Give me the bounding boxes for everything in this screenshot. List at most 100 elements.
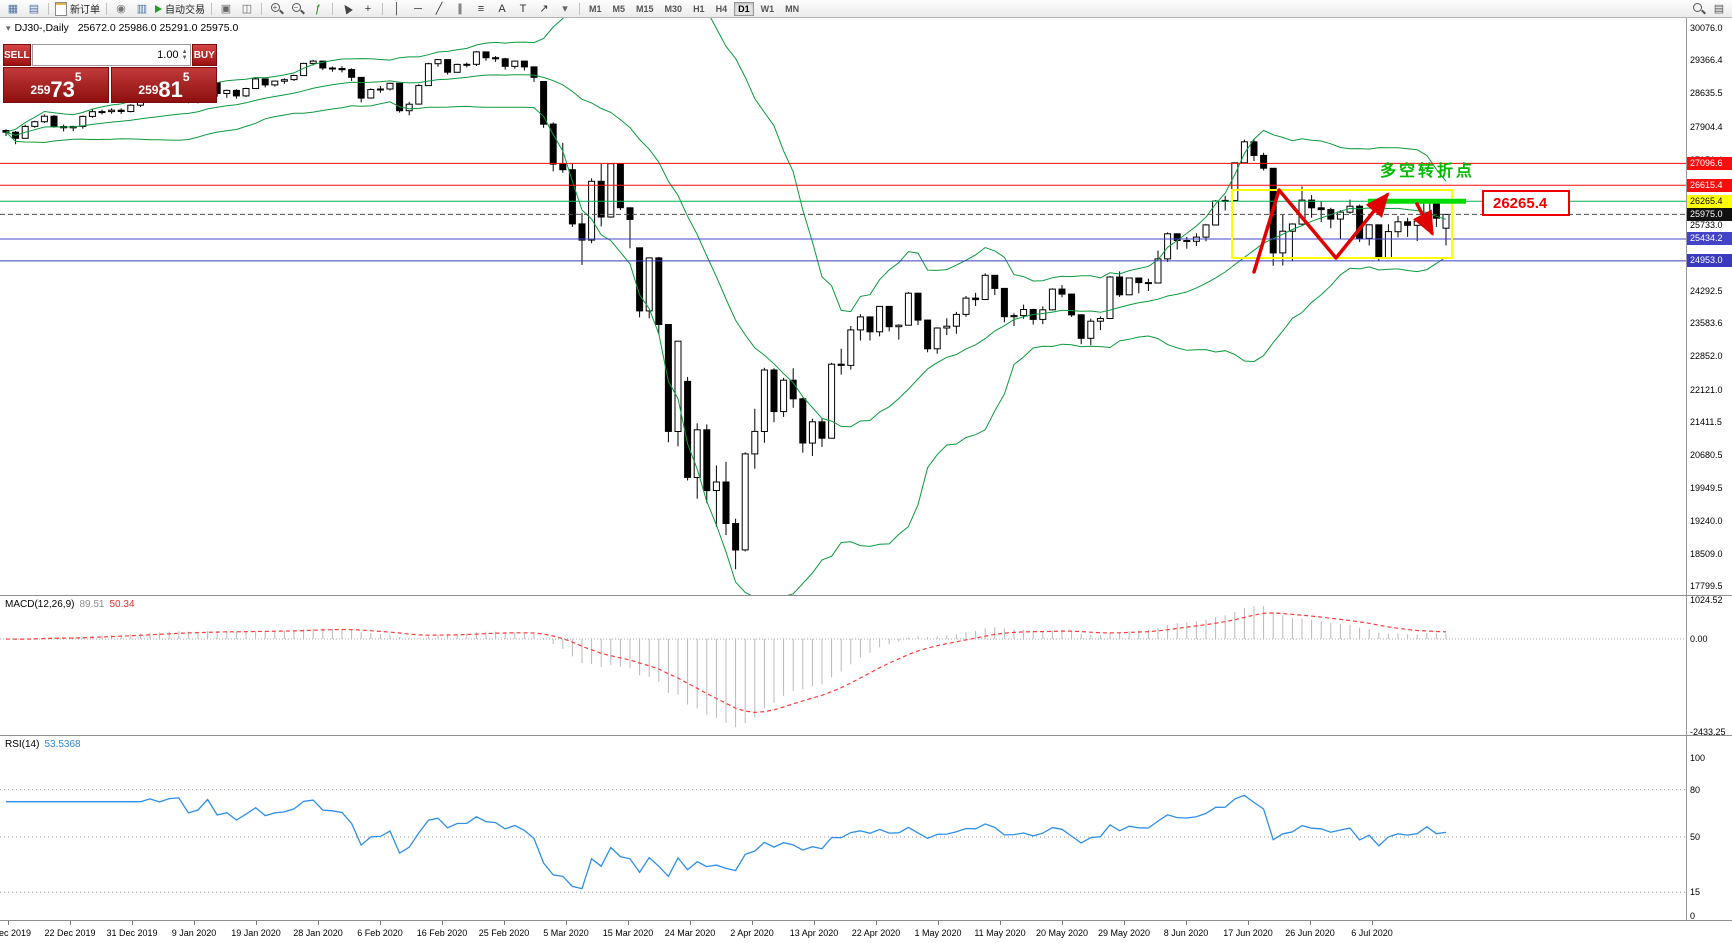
crosshair-icon[interactable]: + bbox=[358, 1, 378, 17]
timeframe-m30-button[interactable]: M30 bbox=[664, 3, 683, 14]
date-tick bbox=[442, 921, 443, 925]
volume-decrease-button[interactable]: ▼ bbox=[181, 55, 188, 61]
current-price-label: 25975.0 bbox=[1687, 207, 1732, 221]
horizontal-line-icon-glyph: ─ bbox=[414, 2, 422, 15]
down-arrow[interactable] bbox=[1413, 202, 1434, 237]
price-tag-box[interactable] bbox=[1482, 190, 1570, 216]
macd-tick: -2433.25 bbox=[1690, 726, 1726, 736]
date-label: 22 Dec 2019 bbox=[44, 928, 96, 938]
arrows-icon[interactable]: ↗ bbox=[534, 1, 554, 17]
buy-button[interactable]: BUY bbox=[191, 44, 217, 66]
price-tick: 28635.5 bbox=[1690, 88, 1723, 99]
buy-price-big: 81 bbox=[158, 77, 183, 102]
date-label: 25 Feb 2020 bbox=[478, 928, 530, 938]
expert-advisor-icon[interactable]: ◉ bbox=[111, 1, 131, 17]
date-label: 20 May 2020 bbox=[1035, 928, 1089, 938]
main-chart-canvas[interactable]: 多空转折点 26265.4 bbox=[0, 18, 1732, 595]
cascade-windows-icon[interactable]: ▣ bbox=[216, 1, 236, 17]
timeframe-m1-button[interactable]: M1 bbox=[589, 3, 602, 14]
timeframe-m15-button[interactable]: M15 bbox=[636, 3, 654, 14]
date-tick bbox=[194, 921, 195, 925]
price-tick: 21411.5 bbox=[1690, 416, 1722, 427]
buy-price-button[interactable]: 259 81 5 bbox=[111, 67, 217, 103]
sell-price-button[interactable]: 259 73 5 bbox=[3, 67, 109, 103]
price-axis-border bbox=[1686, 18, 1687, 595]
new-order-button[interactable]: 新订单 bbox=[53, 1, 102, 17]
rsi-axis-border bbox=[1686, 736, 1687, 921]
label-icon[interactable]: T bbox=[513, 1, 533, 17]
bollinger-upper-band bbox=[5, 18, 1447, 313]
timeframe-m5-button[interactable]: M5 bbox=[612, 3, 626, 14]
zoom-out-icon[interactable]: − bbox=[287, 1, 307, 17]
zigzag-arrows[interactable] bbox=[1252, 188, 1390, 274]
date-label: 6 Jul 2020 bbox=[1351, 928, 1393, 938]
window-list-icon[interactable]: ▤ bbox=[24, 1, 44, 17]
date-tick bbox=[1186, 921, 1187, 925]
rsi-canvas[interactable] bbox=[0, 736, 1732, 921]
date-label: 13 Apr 2020 bbox=[789, 928, 839, 938]
sell-button[interactable]: SELL bbox=[3, 44, 31, 66]
level-price-label: 26615.4 bbox=[1687, 178, 1732, 192]
search-icon[interactable] bbox=[1688, 1, 1708, 17]
timeframe-h1-button[interactable]: H1 bbox=[693, 3, 705, 14]
time-axis[interactable]: 2 Dec 2019 22 Dec 2019 31 Dec 2019 9 Jan 20… bbox=[0, 920, 1732, 943]
macd-tick: 0.00 bbox=[1690, 634, 1708, 644]
date-label: 11 May 2020 bbox=[974, 928, 1026, 938]
date-label: 19 Jan 2020 bbox=[231, 928, 281, 938]
chart-symbol-period: DJ30-,Daily bbox=[14, 22, 69, 34]
turning-point-text[interactable]: 多空转折点 bbox=[1380, 161, 1475, 180]
volume-input[interactable] bbox=[34, 48, 182, 62]
timeframe-mn-button[interactable]: MN bbox=[785, 3, 800, 14]
tile-windows-icon[interactable]: ◫ bbox=[237, 1, 257, 17]
zoom-in-icon: + bbox=[270, 2, 284, 15]
date-label: 17 Jun 2020 bbox=[1223, 928, 1273, 938]
toolbar-separator bbox=[332, 2, 333, 15]
date-tick bbox=[380, 921, 381, 925]
date-tick bbox=[1372, 921, 1373, 925]
level-price-label: 27096.6 bbox=[1687, 156, 1732, 170]
timeframe-d1-button[interactable]: D1 bbox=[734, 1, 754, 16]
text-icon-glyph: A bbox=[498, 2, 506, 15]
channel-icon[interactable]: ∥ bbox=[450, 1, 470, 17]
date-label: 9 Jan 2020 bbox=[171, 928, 217, 938]
date-label: 2 Apr 2020 bbox=[730, 928, 774, 938]
vertical-line-icon[interactable]: │ bbox=[387, 1, 407, 17]
date-label: 28 Jan 2020 bbox=[293, 928, 343, 938]
autotrade-button[interactable]: 自动交易 bbox=[153, 1, 207, 17]
rsi-tick: 15 bbox=[1690, 887, 1701, 898]
arrows-dropdown-icon[interactable]: ▾ bbox=[555, 1, 575, 17]
volume-field[interactable]: ▲ ▼ bbox=[31, 44, 191, 66]
bollinger-bands bbox=[5, 18, 1447, 595]
label-icon-glyph: T bbox=[519, 2, 527, 15]
autotrade-button-glyph bbox=[155, 4, 162, 13]
search-icon bbox=[1692, 2, 1706, 15]
chart-template-icon[interactable]: ▥ bbox=[132, 1, 152, 17]
panels-icon[interactable]: ▤ bbox=[1709, 1, 1729, 17]
rsi-value: 53.5368 bbox=[44, 739, 81, 750]
expert-advisor-icon-glyph: ◉ bbox=[116, 3, 126, 15]
indicators-icon[interactable]: ƒ bbox=[308, 1, 328, 17]
cursor-icon[interactable] bbox=[337, 1, 357, 17]
date-tick bbox=[132, 921, 133, 925]
price-tick: 17799.5 bbox=[1690, 580, 1723, 591]
fibonacci-icon[interactable]: ≡ bbox=[471, 1, 491, 17]
toolbar-separator bbox=[579, 2, 580, 15]
price-tick: 30076.0 bbox=[1690, 23, 1723, 33]
zoom-in-icon[interactable]: + bbox=[266, 1, 286, 17]
text-icon[interactable]: A bbox=[492, 1, 512, 17]
timeframe-w1-button[interactable]: W1 bbox=[760, 3, 775, 14]
new-window-icon-glyph: ▦ bbox=[7, 3, 19, 15]
timeframe-h4-button[interactable]: H4 bbox=[715, 3, 728, 14]
horizontal-line-icon[interactable]: ─ bbox=[408, 1, 428, 17]
new-window-icon[interactable]: ▦ bbox=[3, 1, 23, 17]
date-tick bbox=[1310, 921, 1311, 925]
price-tick: 25733.0 bbox=[1690, 220, 1723, 231]
annotation-rectangle[interactable] bbox=[1231, 189, 1453, 259]
oneclick-collapse-icon[interactable]: ▾ bbox=[6, 23, 11, 33]
zoom-out-icon: − bbox=[291, 2, 305, 15]
volume-increase-button[interactable]: ▲ bbox=[181, 49, 188, 55]
date-tick bbox=[1248, 921, 1249, 925]
macd-canvas[interactable] bbox=[0, 596, 1732, 736]
trendline-icon[interactable]: ╱ bbox=[429, 1, 449, 17]
date-tick bbox=[8, 921, 9, 925]
